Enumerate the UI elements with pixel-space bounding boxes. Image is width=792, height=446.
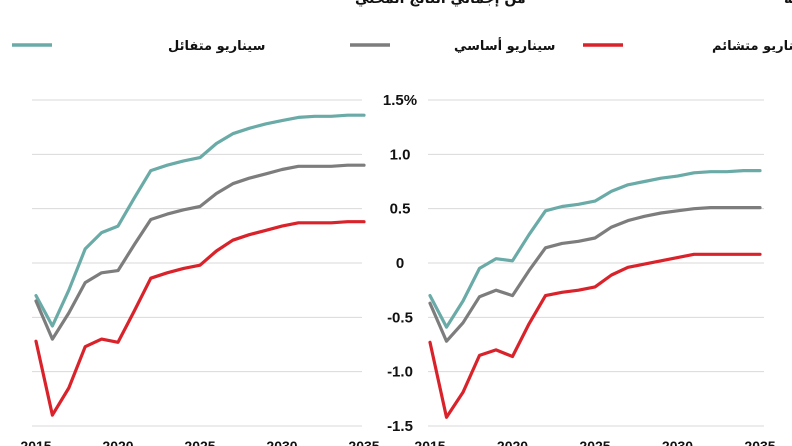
x-tick-label: 2030 bbox=[266, 438, 297, 446]
x-tick-label: 2025 bbox=[579, 438, 610, 446]
legend-label: سيناريو أساسي bbox=[454, 37, 555, 54]
y-tick-label: -1.0 bbox=[387, 364, 413, 381]
series-line bbox=[428, 252, 762, 419]
legend-label: سيناريو متشائم bbox=[712, 39, 792, 54]
series-line bbox=[428, 169, 762, 329]
y-tick-label: 0.5 bbox=[390, 201, 411, 218]
x-tick-label: 2015 bbox=[20, 438, 51, 446]
x-tick-label: 2030 bbox=[662, 438, 693, 446]
legend-label: سيناريو متفائل bbox=[168, 39, 265, 54]
x-tick-label: 2020 bbox=[102, 438, 133, 446]
series-line bbox=[34, 163, 366, 341]
y-tick-label: -0.5 bbox=[387, 309, 413, 326]
panel-title: من إجمالي الناتج المحلي bbox=[355, 0, 526, 7]
x-tick-label: 2035 bbox=[744, 438, 775, 446]
y-tick-label: 0 bbox=[396, 255, 404, 272]
x-tick-label: 2035 bbox=[348, 438, 379, 446]
series-line bbox=[34, 220, 366, 417]
y-tick-label: 1.5% bbox=[383, 92, 417, 109]
panel-title: لمن يعمل في الصناعة bbox=[784, 0, 792, 7]
series-line bbox=[428, 206, 762, 343]
y-tick-label: -1.5 bbox=[387, 418, 413, 435]
y-tick-label: 1.0 bbox=[390, 146, 411, 163]
x-tick-label: 2025 bbox=[184, 438, 215, 446]
x-tick-label: 2020 bbox=[497, 438, 528, 446]
x-tick-label: 2015 bbox=[414, 438, 445, 446]
series-line bbox=[34, 113, 366, 328]
